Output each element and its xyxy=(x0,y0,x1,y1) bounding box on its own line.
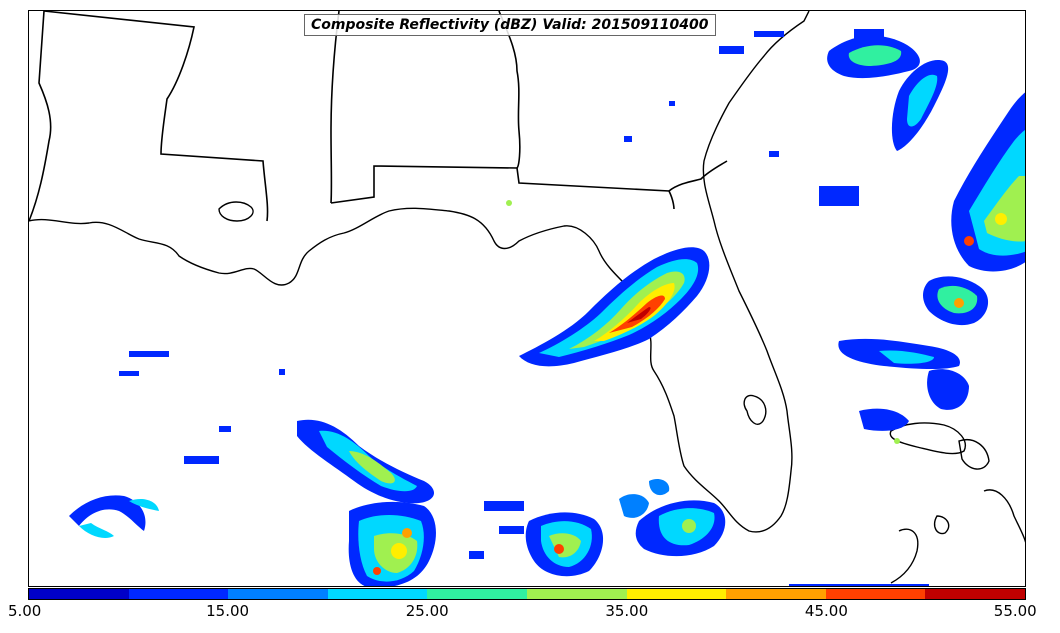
colorbar-segment xyxy=(626,589,727,599)
colorbar-segment xyxy=(526,589,627,599)
map-panel xyxy=(28,10,1026,587)
colorbar-tick-label: 35.00 xyxy=(605,602,649,620)
colorbar-segment xyxy=(925,589,1025,599)
colorbar-tick-label: 15.00 xyxy=(206,602,250,620)
colorbar-tick-label: 25.00 xyxy=(405,602,449,620)
map-canvas xyxy=(29,11,1025,586)
colorbar-segment xyxy=(726,589,826,599)
colorbar-segment xyxy=(228,589,328,599)
colorbar xyxy=(28,588,1026,600)
colorbar-tick-label: 55.00 xyxy=(993,602,1037,620)
colorbar-segment xyxy=(825,589,926,599)
colorbar-segment xyxy=(427,589,527,599)
colorbar-tick-label: 45.00 xyxy=(804,602,848,620)
map-title: Composite Reflectivity (dBZ) Valid: 2015… xyxy=(304,14,716,36)
colorbar-segment xyxy=(327,589,428,599)
state-borders xyxy=(29,11,728,222)
colorbar-tick-label: 5.00 xyxy=(7,602,42,620)
colorbar-segment xyxy=(128,589,229,599)
coastline-outline xyxy=(29,11,1025,584)
colorbar-segment xyxy=(29,589,129,599)
reflectivity-echoes xyxy=(69,29,1025,586)
